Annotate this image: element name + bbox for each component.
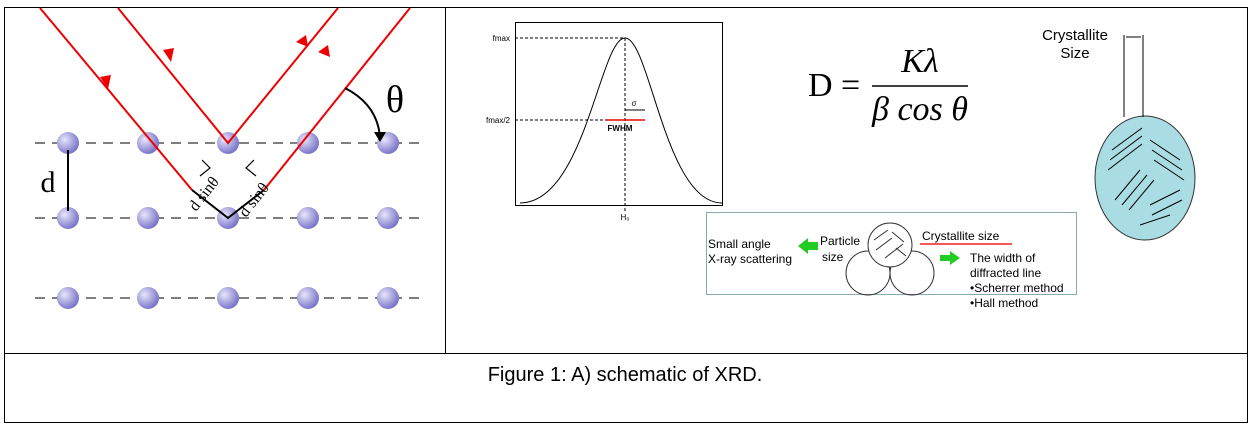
particle (867, 222, 913, 268)
atom (297, 207, 319, 229)
inset-text: size (822, 250, 844, 264)
atom (217, 287, 239, 309)
inset-text: •Scherrer method (970, 281, 1064, 295)
inset: Small angle X-ray scattering Particle si… (706, 212, 1077, 310)
arrow-left (798, 238, 818, 254)
crystallite-label: Size (1060, 45, 1089, 62)
inset-text: diffracted line (970, 266, 1041, 280)
crystallite-label: Crystallite (1042, 27, 1108, 44)
path-difference (191, 189, 265, 220)
inset-text: The width of (970, 251, 1036, 265)
theta-label: θ (386, 79, 404, 121)
y-label: fmax (493, 34, 510, 43)
atom (57, 207, 79, 229)
caption: Figure 1: A) schematic of XRD. (488, 364, 763, 386)
peak-plot: fmax fmax/2 σ FWHM H₀ (486, 22, 723, 222)
inset-text: Crystallite size (922, 229, 1000, 243)
plot-frame (515, 22, 723, 206)
arrow-head (100, 75, 111, 89)
inset-frame (706, 212, 1077, 295)
arrow-right (940, 251, 960, 265)
atom (297, 287, 319, 309)
ray (263, 7, 411, 191)
atom (57, 132, 79, 154)
numerator: Kλ (900, 43, 938, 80)
inset-text: Particle (820, 234, 860, 248)
equation-lhs: D = (808, 67, 860, 104)
atom (377, 207, 399, 229)
arrow-head (374, 132, 386, 142)
table-border (4, 7, 1248, 423)
inset-text: •Hall method (970, 296, 1038, 310)
arrow-head (318, 45, 330, 57)
ray (39, 7, 193, 191)
arrow-head (296, 35, 308, 47)
angle-arc (344, 87, 381, 139)
scherrer-equation: D = Kλ β cos θ (808, 43, 968, 128)
crystallite-diagram: Crystallite Size (1042, 27, 1196, 241)
y-label: fmax/2 (486, 116, 511, 125)
denominator: β cos θ (871, 91, 968, 128)
x-label: H₀ (620, 213, 629, 222)
d-label: d (41, 166, 56, 199)
inset-text: X-ray scattering (708, 252, 792, 266)
atom (137, 207, 159, 229)
fwhm-label: FWHM (608, 124, 633, 133)
sigma-label: σ (632, 99, 637, 108)
atom (377, 287, 399, 309)
right-angle (199, 159, 211, 177)
particle (889, 250, 935, 296)
arrow-head (163, 48, 174, 62)
bragg-diagram: θ d d sinθ d sinθ (35, 7, 425, 309)
grain-hatching (873, 229, 907, 259)
ray (117, 7, 339, 145)
grain-hatching (1107, 127, 1185, 226)
atom (137, 287, 159, 309)
atom (137, 132, 159, 154)
atom (57, 287, 79, 309)
atom (297, 132, 319, 154)
right-angle (245, 159, 257, 177)
inset-text: Small angle (708, 237, 771, 251)
